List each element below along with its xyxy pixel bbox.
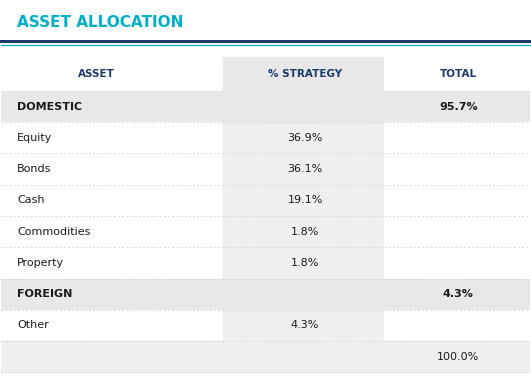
Bar	[2, 91, 223, 122]
Text: 1.8%: 1.8%	[291, 258, 319, 268]
Text: TOTAL: TOTAL	[440, 69, 477, 79]
Text: 100.0%: 100.0%	[437, 352, 479, 362]
Text: % STRATEGY: % STRATEGY	[268, 69, 342, 79]
Text: 36.9%: 36.9%	[287, 133, 323, 143]
Bar	[223, 310, 384, 341]
Text: Equity: Equity	[17, 133, 53, 143]
Text: DOMESTIC: DOMESTIC	[17, 102, 82, 112]
Bar	[2, 185, 223, 216]
Bar	[384, 278, 529, 310]
Bar	[223, 57, 384, 91]
Bar	[2, 341, 223, 372]
Bar	[384, 310, 529, 341]
Text: Bonds: Bonds	[17, 164, 52, 174]
Text: 36.1%: 36.1%	[287, 164, 323, 174]
Bar	[384, 247, 529, 278]
Bar	[2, 310, 223, 341]
Bar	[2, 122, 223, 154]
Bar	[223, 278, 384, 310]
Bar	[384, 185, 529, 216]
Text: Cash: Cash	[17, 195, 45, 205]
Text: 19.1%: 19.1%	[287, 195, 323, 205]
Bar	[223, 122, 384, 154]
Bar	[2, 216, 223, 247]
Bar	[223, 341, 384, 372]
Text: ASSET: ASSET	[78, 69, 115, 79]
Bar	[223, 247, 384, 278]
Bar	[223, 216, 384, 247]
Bar	[2, 57, 223, 91]
Bar	[223, 91, 384, 122]
Bar	[2, 278, 223, 310]
Text: 1.8%: 1.8%	[291, 227, 319, 237]
Bar	[384, 154, 529, 185]
Bar	[384, 91, 529, 122]
Text: Other: Other	[17, 320, 49, 330]
Bar	[223, 154, 384, 185]
Bar	[384, 341, 529, 372]
Text: Property: Property	[17, 258, 64, 268]
Text: Commodities: Commodities	[17, 227, 91, 237]
Text: ASSET ALLOCATION: ASSET ALLOCATION	[17, 15, 184, 30]
Bar	[2, 247, 223, 278]
Bar	[384, 57, 529, 91]
Bar	[2, 154, 223, 185]
Bar	[384, 122, 529, 154]
Text: 4.3%: 4.3%	[443, 289, 474, 299]
Bar	[223, 185, 384, 216]
Text: FOREIGN: FOREIGN	[17, 289, 73, 299]
Bar	[384, 216, 529, 247]
Text: 4.3%: 4.3%	[291, 320, 319, 330]
Text: 95.7%: 95.7%	[439, 102, 477, 112]
